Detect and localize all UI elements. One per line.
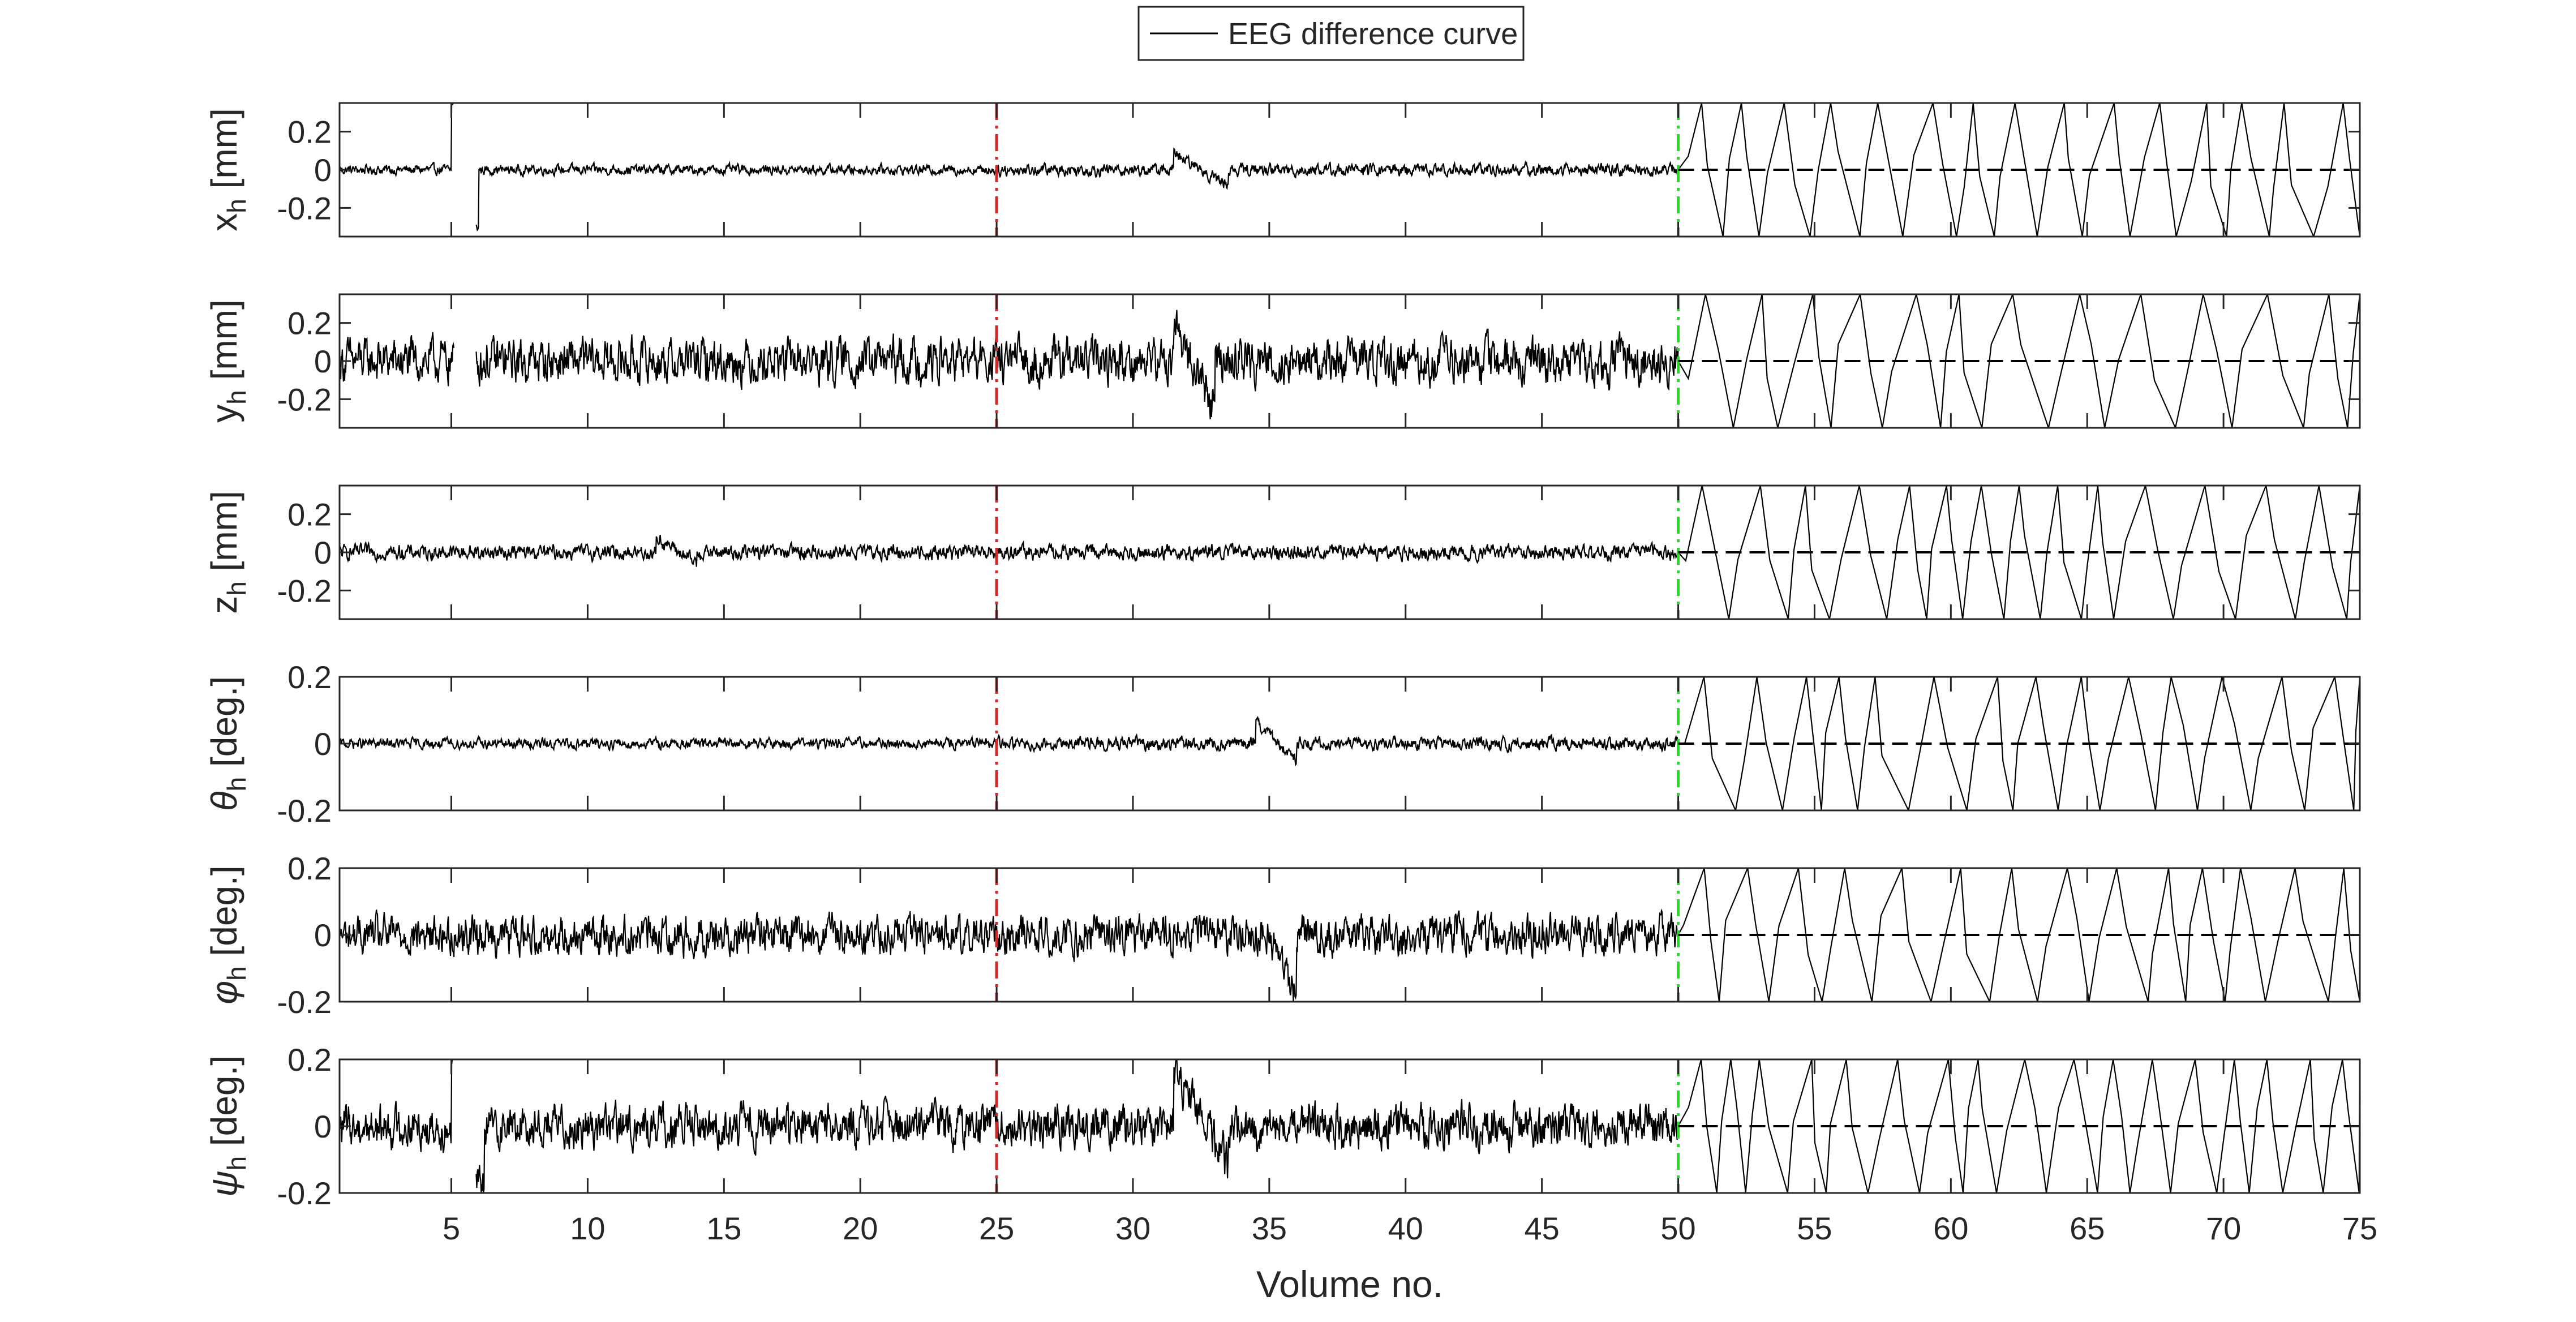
y-tick-label: 0.2	[287, 497, 332, 533]
y-axis-label-unit: [deg.]	[204, 676, 244, 777]
data-trace-panel-1	[340, 103, 2360, 237]
y-tick-label: 0	[314, 344, 332, 379]
y-axis-label-subscript: h	[222, 777, 251, 792]
y-tick-label: 0.2	[287, 114, 332, 150]
y-axis-label: ψh [deg.]	[204, 1055, 251, 1197]
y-axis-label-subscript: h	[222, 1156, 251, 1171]
x-tick-labels: 5 10 15 20 25 30 35 40 45 50 55 60 65 70 75	[443, 1211, 2377, 1246]
panel-6: -0.2 0 0.2 ψh [deg.]	[204, 1042, 2361, 1211]
y-axis-label: yh [mm]	[204, 299, 251, 423]
data-trace-panel-5	[340, 868, 2360, 1002]
legend-entry-text: EEG difference curve	[1228, 17, 1518, 51]
panel-5: -0.2 0 0.2 φh [deg.]	[204, 851, 2361, 1020]
panels-group: -0.200.2xh [mm]-0.200.2yh [mm]-0.200.2zh…	[204, 102, 2361, 1211]
y-tick-label: -0.2	[277, 381, 332, 417]
x-tick-label-40: 40	[1388, 1211, 1423, 1246]
y-tick-label: 0	[314, 535, 332, 570]
y-axis-label-symbol: y	[204, 405, 244, 423]
y-axis-label-unit: [deg.]	[204, 1055, 244, 1156]
x-tick-label-20: 20	[843, 1211, 878, 1246]
y-axis-label-symbol: x	[204, 213, 244, 231]
y-axis-label: xh [mm]	[204, 108, 251, 231]
data-trace-panel-2	[340, 294, 2360, 428]
y-tick-label: -0.2	[277, 793, 332, 829]
y-axis-label-unit: [mm]	[204, 299, 244, 390]
y-tick-label: 0	[314, 1109, 332, 1144]
y-axis-label-symbol: ψ	[204, 1170, 244, 1197]
x-tick-label-65: 65	[2070, 1211, 2105, 1246]
panel-1: -0.200.2 xh [mm]	[204, 102, 2361, 238]
x-tick-label-75: 75	[2342, 1211, 2377, 1246]
y-tick-label: 0.2	[287, 306, 332, 341]
panel-4: -0.2 0 0.2 θh [deg.]	[204, 659, 2361, 829]
data-trace-panel-4	[340, 677, 2360, 810]
panel-frame	[338, 293, 2361, 429]
data-trace-panel-3	[340, 486, 2360, 619]
x-tick-label-60: 60	[1933, 1211, 1968, 1246]
y-axis-label-unit: [mm]	[204, 108, 244, 199]
x-tick-label-5: 5	[443, 1211, 460, 1246]
legend: EEG difference curve	[1137, 6, 1525, 61]
y-axis-label-subscript: h	[222, 199, 251, 213]
x-tick-label-45: 45	[1525, 1211, 1560, 1246]
y-tick-label: -0.2	[277, 190, 332, 226]
y-axis-label-unit: [deg.]	[204, 865, 244, 966]
y-tick-label: 0.2	[287, 659, 332, 695]
x-tick-label-10: 10	[570, 1211, 605, 1246]
y-tick-label: 0	[314, 152, 332, 188]
y-axis-label: zh [mm]	[204, 491, 251, 614]
y-axis-label-symbol: θ	[204, 791, 244, 811]
y-axis-label-unit: [mm]	[204, 491, 244, 581]
y-axis-label: θh [deg.]	[204, 676, 251, 811]
y-tick-label: -0.2	[277, 573, 332, 608]
panel-2: -0.200.2 yh [mm]	[204, 293, 2361, 429]
y-tick-label: -0.2	[277, 1175, 332, 1211]
x-tick-label-30: 30	[1115, 1211, 1150, 1246]
y-axis-label-symbol: φ	[204, 981, 244, 1005]
x-tick-label-50: 50	[1660, 1211, 1695, 1246]
y-tick-label: 0.2	[287, 851, 332, 886]
y-axis-label-symbol: z	[204, 596, 244, 614]
x-tick-label-70: 70	[2206, 1211, 2241, 1246]
y-tick-label: 0	[314, 726, 332, 762]
y-axis-label-subscript: h	[222, 966, 251, 981]
x-axis-title: Volume no.	[1256, 1263, 1443, 1305]
x-tick-label-15: 15	[706, 1211, 741, 1246]
panel-3: -0.200.2 zh [mm]	[204, 484, 2361, 620]
x-tick-label-35: 35	[1252, 1211, 1287, 1246]
x-tick-label-55: 55	[1797, 1211, 1832, 1246]
y-axis-label: φh [deg.]	[204, 865, 251, 1004]
panel-frame	[338, 484, 2361, 620]
y-tick-label: 0.2	[287, 1042, 332, 1078]
y-axis-label-subscript: h	[222, 390, 251, 405]
data-trace-panel-6	[340, 1059, 2360, 1193]
x-tick-label-25: 25	[979, 1211, 1014, 1246]
y-tick-label: 0	[314, 917, 332, 953]
y-axis-label-subscript: h	[222, 581, 251, 596]
y-tick-label: -0.2	[277, 984, 332, 1020]
